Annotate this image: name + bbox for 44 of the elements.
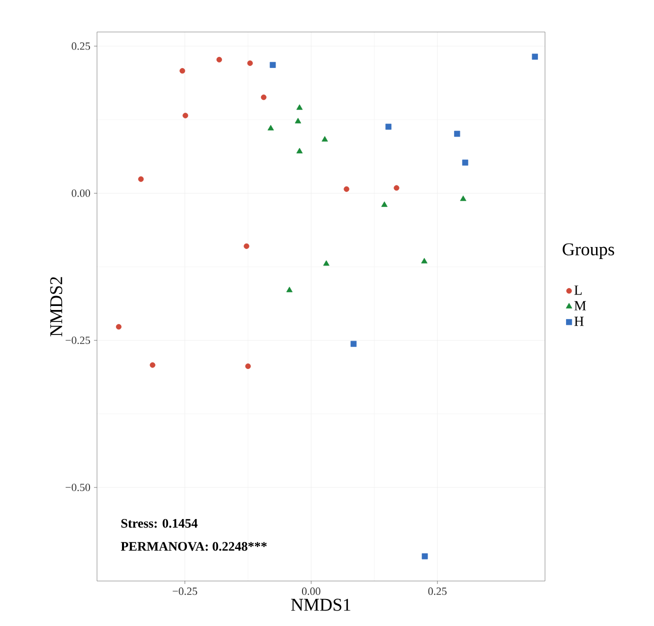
legend-title: Groups [562,243,614,260]
point [323,260,330,266]
point [322,136,328,142]
point [244,243,250,249]
x-tick-label: −0.25 [172,588,198,595]
y-axis-title: NMDS2 [50,277,62,336]
point [385,124,392,130]
point [268,124,274,130]
point [421,258,428,264]
point [247,60,253,66]
point [350,340,357,347]
legend-label: L [574,286,582,295]
point [344,186,350,192]
point [182,112,188,118]
y-tick-label: −0.25 [66,336,90,344]
point [296,148,303,154]
point [150,362,156,368]
point [138,176,144,182]
annotation: PERMANOVA: 0.2248*** [120,542,267,551]
point [381,201,388,207]
point [296,104,303,110]
point [180,68,186,74]
x-tick-label: 0.25 [428,588,447,595]
point [394,185,400,191]
point [422,553,428,560]
point [286,286,293,292]
legend-label: M [574,301,586,310]
x-axis-title: NMDS1 [291,598,350,611]
point [460,196,466,201]
point [270,62,276,68]
point [216,56,222,62]
point [245,363,251,370]
annotation: Stress: 0.1454 [121,518,198,528]
y-tick-label: −0.50 [66,484,90,492]
point [454,130,460,137]
y-tick-label: 0.00 [72,190,90,197]
point [294,118,302,124]
point [116,324,122,330]
point [260,94,266,100]
legend-label: H [574,316,584,326]
y-tick-label: 0.25 [72,42,90,50]
x-tick-label: 0.00 [302,588,320,595]
point [532,54,538,60]
point [462,160,468,166]
